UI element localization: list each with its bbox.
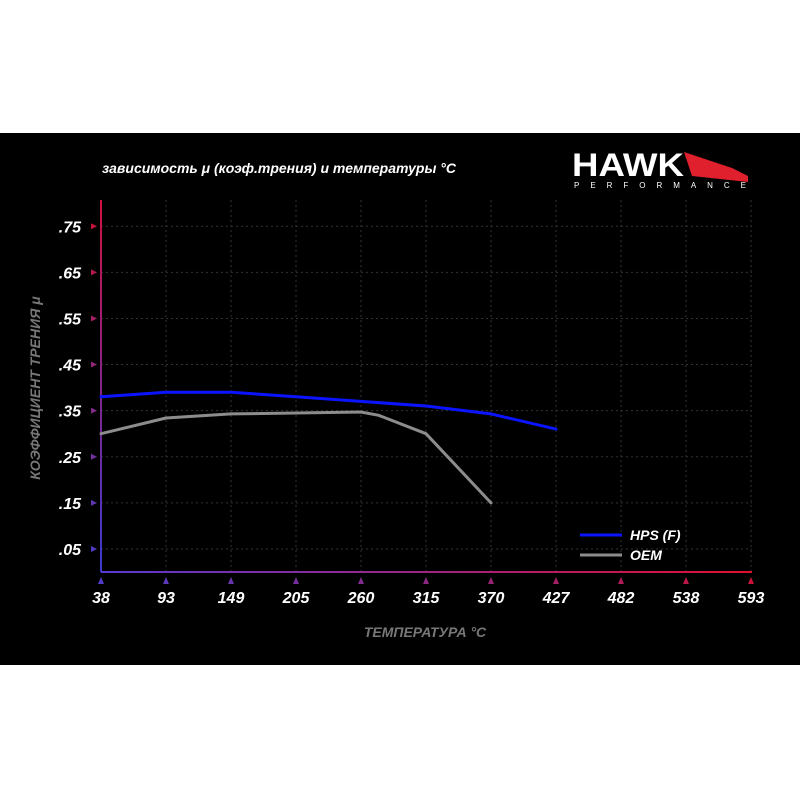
legend-label: OEM: [630, 547, 662, 563]
x-tick-arrow: [748, 577, 754, 584]
x-tick-label: 149: [218, 590, 245, 607]
svg-text:HAWK: HAWK: [572, 148, 684, 183]
x-tick-label: 593: [738, 590, 765, 607]
chart-title: зависимость μ (коэф.трения) и температур…: [102, 160, 456, 176]
y-tick-label: .35: [59, 404, 82, 421]
y-tick-label: .65: [59, 265, 82, 282]
y-tick-arrow: [91, 269, 97, 276]
y-tick-arrow: [91, 407, 97, 414]
y-tick-arrow: [91, 361, 97, 368]
x-tick-label: 315: [413, 590, 441, 607]
hawk-logo: HAWK PERFORMANCE: [572, 148, 748, 190]
legend-label: HPS (F): [630, 527, 681, 543]
y-tick-label: .05: [59, 542, 82, 559]
x-tick-arrow: [618, 577, 624, 584]
x-tick-arrow: [98, 577, 104, 584]
x-tick-label: 205: [282, 590, 311, 607]
y-tick-label: .55: [59, 311, 82, 328]
y-tick-arrow: [91, 453, 97, 460]
x-tick-arrow: [553, 577, 559, 584]
x-tick-arrow: [163, 577, 169, 584]
x-tick-arrow: [228, 577, 234, 584]
y-tick-label: .45: [59, 358, 82, 375]
x-tick-label: 370: [478, 590, 505, 607]
y-tick-label: .75: [59, 219, 82, 236]
y-tick-arrow: [91, 223, 97, 230]
y-tick-arrow: [91, 545, 97, 552]
x-axis-label: ТЕМПЕРАТУРА °C: [363, 624, 487, 640]
x-tick-arrow: [423, 577, 429, 584]
x-tick-label: 260: [347, 590, 375, 607]
svg-text:PERFORMANCE: PERFORMANCE: [574, 181, 746, 190]
y-tick-arrow: [91, 499, 97, 506]
y-axis-line: [100, 200, 102, 572]
x-axis-line: [101, 571, 752, 573]
series-line-oem: [99, 410, 493, 505]
chart-panel: [0, 133, 800, 665]
y-tick-label: .15: [59, 496, 82, 513]
x-tick-label: 482: [607, 590, 635, 607]
x-tick-arrow: [488, 577, 494, 584]
x-tick-label: 93: [157, 590, 175, 607]
x-tick-label: 538: [673, 590, 700, 607]
x-tick-label: 38: [92, 590, 110, 607]
series-line-hps: [99, 390, 558, 431]
y-tick-arrow: [91, 315, 97, 322]
x-tick-arrow: [358, 577, 364, 584]
x-tick-arrow: [293, 577, 299, 584]
x-tick-arrow: [683, 577, 689, 584]
x-tick-label: 427: [542, 590, 571, 607]
y-tick-label: .25: [59, 450, 82, 467]
